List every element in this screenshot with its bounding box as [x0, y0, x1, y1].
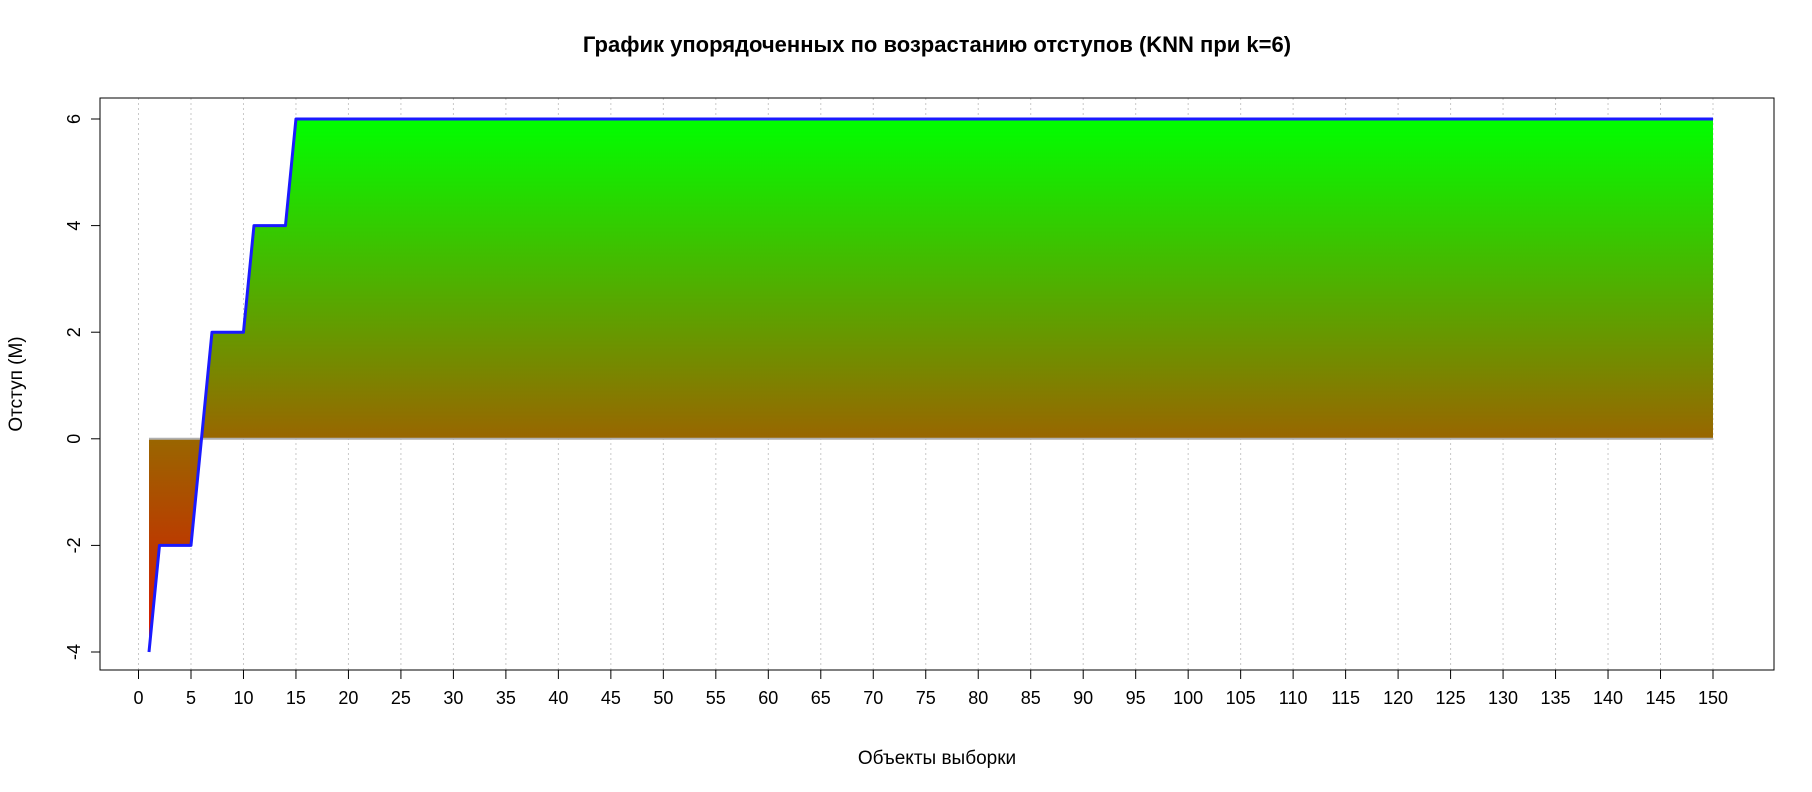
- x-tick-label: 80: [968, 688, 988, 708]
- x-tick-label: 95: [1126, 688, 1146, 708]
- x-tick-label: 50: [653, 688, 673, 708]
- x-tick-label: 140: [1593, 688, 1623, 708]
- y-tick-label: -4: [64, 644, 84, 660]
- x-tick-label: 15: [286, 688, 306, 708]
- x-tick-label: 30: [443, 688, 463, 708]
- y-tick-label: 2: [64, 327, 84, 337]
- y-tick-label: -2: [64, 537, 84, 553]
- x-tick-label: 150: [1698, 688, 1728, 708]
- x-tick-label: 90: [1073, 688, 1093, 708]
- x-tick-label: 85: [1021, 688, 1041, 708]
- y-axis: -4 -2 0 2 4 6: [64, 114, 100, 660]
- x-tick-label: 100: [1173, 688, 1203, 708]
- x-tick-label: 115: [1331, 688, 1360, 708]
- x-axis-label: Объекты выборки: [858, 748, 1016, 769]
- plot-frame: [99, 97, 1775, 671]
- x-tick-label: 125: [1436, 688, 1466, 708]
- x-tick-label: 5: [186, 688, 196, 708]
- x-tick-label: 55: [706, 688, 726, 708]
- area-layer: [149, 119, 1713, 652]
- x-tick-label: 120: [1383, 688, 1413, 708]
- x-tick-label: 60: [758, 688, 778, 708]
- x-tick-label: 35: [496, 688, 516, 708]
- y-tick-label: 4: [64, 221, 84, 231]
- x-tick-label: 110: [1279, 688, 1308, 708]
- margin-line: [147, 117, 1713, 653]
- x-tick-label: 145: [1645, 688, 1675, 708]
- x-tick-label: 130: [1488, 688, 1518, 708]
- x-tick-label: 25: [391, 688, 411, 708]
- x-axis: 0 5 10 15 20 25 30 35 40 45 50 55 60 65 70 75 80 85 90 95 10…: [133, 670, 1728, 708]
- x-tick-label: 105: [1226, 688, 1256, 708]
- x-tick-label: 65: [811, 688, 831, 708]
- x-tick-label: 20: [338, 688, 358, 708]
- margin-area: [149, 119, 1713, 652]
- x-tick-label: 135: [1541, 688, 1571, 708]
- x-tick-label: 0: [133, 688, 143, 708]
- x-tick-label: 10: [233, 688, 253, 708]
- y-tick-label: 6: [64, 114, 84, 124]
- y-axis-label: Отступ (M): [6, 336, 27, 431]
- x-tick-label: 40: [548, 688, 568, 708]
- x-tick-label: 45: [601, 688, 621, 708]
- x-tick-label: 70: [863, 688, 883, 708]
- chart-title: График упорядоченных по возрастанию отст…: [583, 32, 1291, 57]
- y-tick-label: 0: [64, 434, 84, 444]
- x-tick-label: 75: [916, 688, 936, 708]
- series-line-layer: [147, 117, 1714, 653]
